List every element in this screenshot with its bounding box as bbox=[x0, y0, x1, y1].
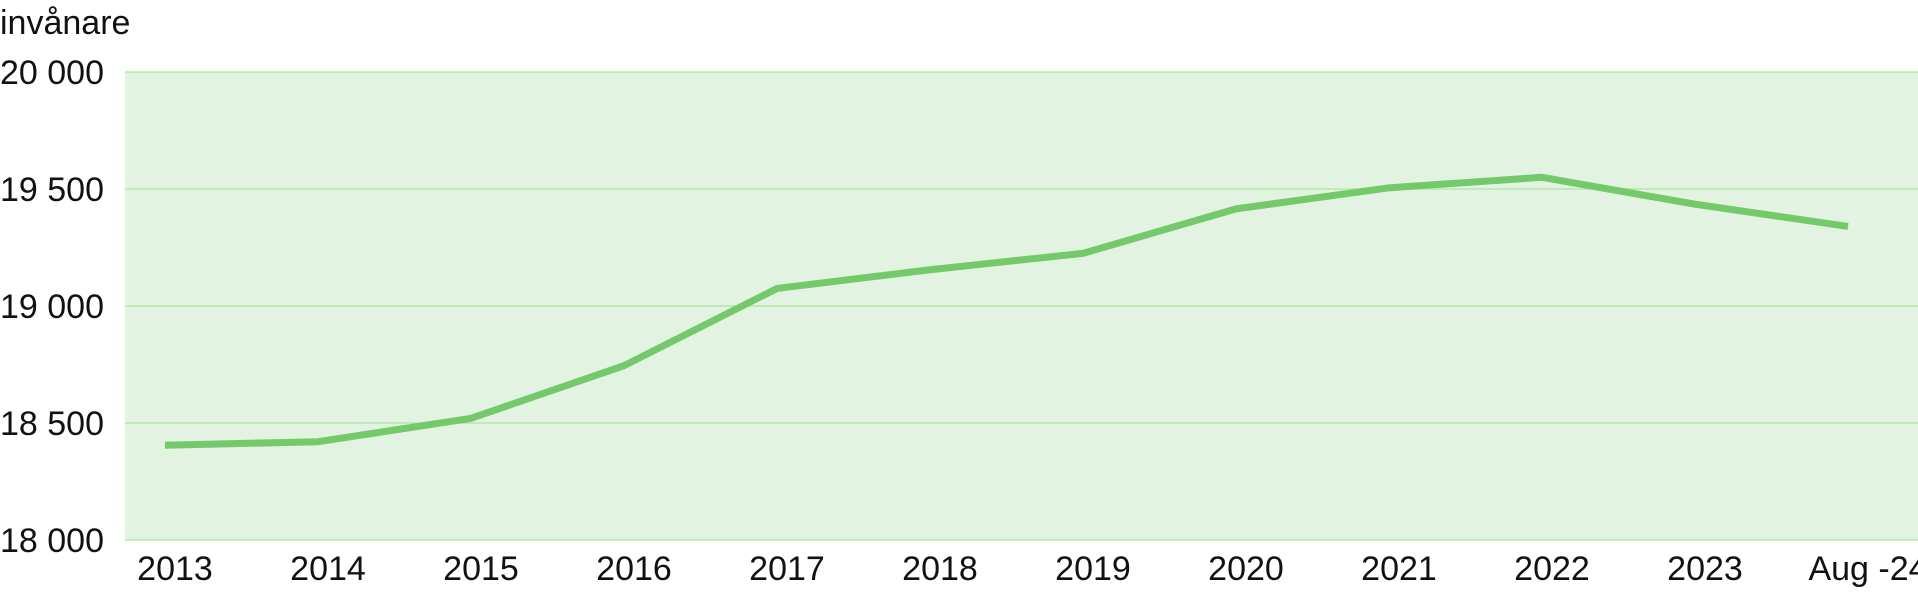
x-tick-label: 2013 bbox=[137, 550, 213, 588]
x-tick-label: Aug -24 bbox=[1808, 550, 1918, 588]
y-tick-label: 20 000 bbox=[0, 54, 104, 92]
x-axis-ticks: 2013 2014 2015 2016 2017 2018 2019 2020 2021 2022… bbox=[137, 550, 1918, 588]
y-tick-label: 19 000 bbox=[0, 288, 104, 326]
x-tick-label: 2021 bbox=[1361, 550, 1437, 588]
x-tick-label: 2020 bbox=[1208, 550, 1284, 588]
series-line bbox=[164, 173, 1849, 449]
y-axis-ticks: 18 000 18 500 19 000 19 500 20 000 bbox=[0, 54, 104, 560]
x-tick-label: 2015 bbox=[443, 550, 519, 588]
y-axis-unit-label: invånare bbox=[0, 4, 130, 42]
x-tick-label: 2014 bbox=[290, 550, 366, 588]
x-tick-label: 2022 bbox=[1514, 550, 1590, 588]
x-tick-label: 2018 bbox=[902, 550, 978, 588]
x-tick-label: 2023 bbox=[1667, 550, 1743, 588]
y-tick-label: 18 000 bbox=[0, 522, 104, 560]
x-tick-label: 2016 bbox=[596, 550, 672, 588]
y-tick-label: 19 500 bbox=[0, 171, 104, 209]
x-tick-label: 2017 bbox=[749, 550, 825, 588]
x-tick-label: 2019 bbox=[1055, 550, 1131, 588]
y-tick-label: 18 500 bbox=[0, 405, 104, 443]
